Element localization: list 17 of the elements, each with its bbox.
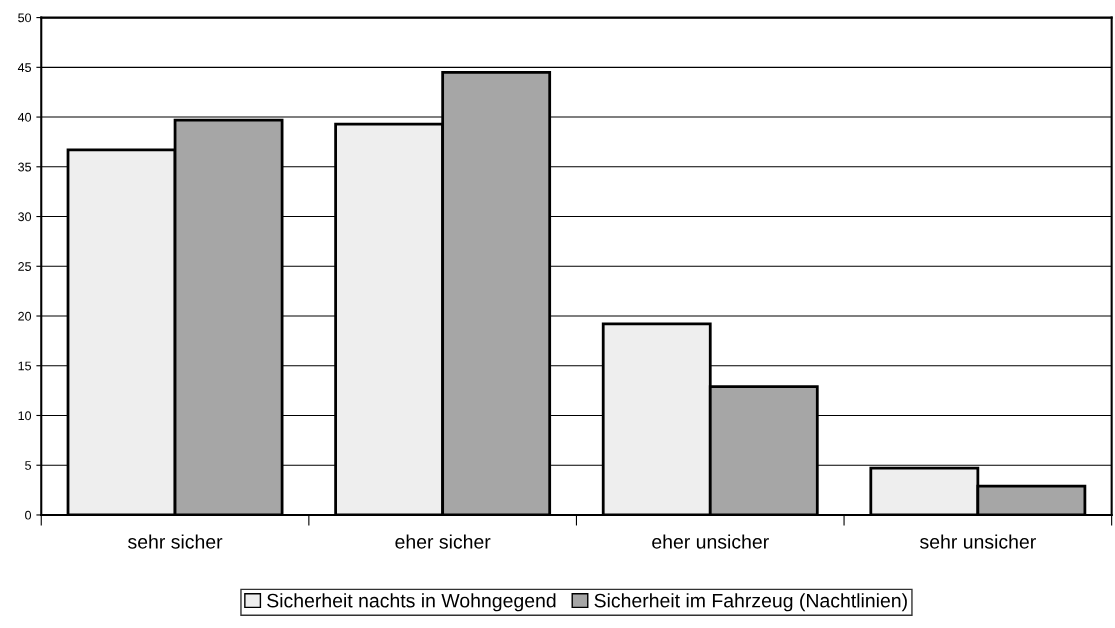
y-tick-label: 35 (18, 162, 32, 172)
y-tick-label: 15 (18, 361, 32, 371)
y-tick-label: 0 (25, 510, 32, 520)
y-tick-label: 25 (18, 262, 32, 271)
y-tick-label: 50 (18, 13, 32, 23)
y-tick-label: 10 (18, 411, 32, 421)
legend-label: Sicherheit nachts in Wohngegend (267, 593, 556, 612)
y-tick-label: 30 (18, 212, 32, 222)
x-tick-label: eher unsicher (652, 534, 769, 549)
y-tick-label: 40 (17, 112, 32, 122)
x-tick-label: sehr sicher (128, 534, 223, 549)
y-tick-label: 5 (25, 461, 32, 470)
legend-label: Sicherheit im Fahrzeug (Nachtlinien) (594, 593, 907, 612)
x-tick-label: sehr unsicher (920, 534, 1036, 549)
y-tick-label: 20 (18, 311, 32, 321)
y-tick-label: 45 (17, 63, 32, 72)
x-tick-label: eher sicher (395, 534, 491, 549)
